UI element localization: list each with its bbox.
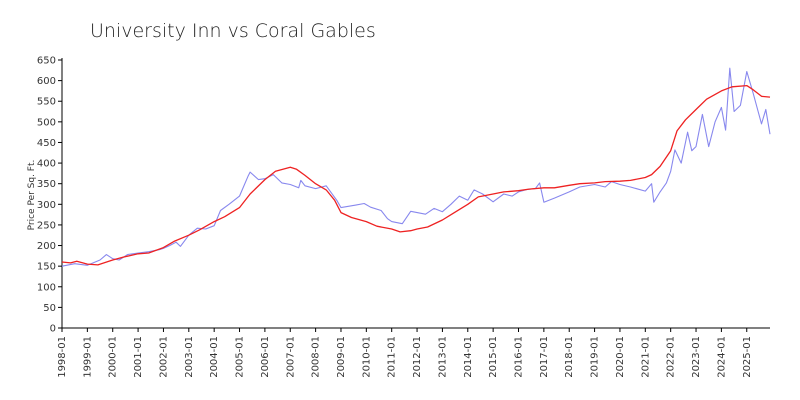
x-axis: 1998-01 1999-01 2000-01 2001-01 2002-01 2003-… <box>57 327 770 378</box>
y-tick-label: 150 <box>37 262 56 273</box>
x-tick-label: 2024-01 <box>716 336 727 378</box>
x-tick-label: 2023-01 <box>691 336 702 378</box>
x-tick-label: 2004-01 <box>209 336 220 378</box>
x-tick-label: 2000-01 <box>108 336 119 378</box>
y-tick-label: 250 <box>37 220 56 231</box>
y-tick-label: 650 <box>37 56 56 67</box>
x-tick-label: 2017-01 <box>539 336 550 378</box>
x-tick-label: 2001-01 <box>133 336 144 378</box>
y-tick-label: 350 <box>37 179 56 190</box>
series-group <box>61 67 771 267</box>
y-tick-label: 0 <box>50 324 56 335</box>
x-tick-label: 1999-01 <box>82 336 93 378</box>
y-tick-label: 50 <box>43 303 56 314</box>
x-tick-label: 2012-01 <box>412 336 423 378</box>
x-tick-label: 2019-01 <box>590 336 601 378</box>
x-tick-label: 2016-01 <box>514 336 525 378</box>
x-tick-label: 2025-01 <box>742 336 753 378</box>
chart-title: University Inn vs Coral Gables <box>90 20 376 42</box>
y-tick-label: 400 <box>37 159 56 170</box>
y-tick-label: 100 <box>37 282 56 293</box>
x-tick-label: 2010-01 <box>361 336 372 378</box>
y-tick-label: 500 <box>37 117 56 128</box>
x-tick-label: 2020-01 <box>615 336 626 378</box>
x-tick-label: 2011-01 <box>387 336 398 378</box>
series-line-2 <box>61 84 771 266</box>
y-tick-label: 450 <box>37 138 56 149</box>
y-axis: 0 50 100 150 200 250 300 350 400 450 500 550 600 650 <box>37 56 63 335</box>
x-tick-label: 2003-01 <box>184 336 195 378</box>
x-tick-label: 2013-01 <box>437 336 448 378</box>
y-tick-label: 300 <box>37 200 56 211</box>
y-tick-label: 200 <box>37 241 56 252</box>
x-tick-label: 2007-01 <box>285 336 296 378</box>
x-tick-label: 2018-01 <box>564 336 575 378</box>
x-tick-label: 2015-01 <box>488 336 499 378</box>
x-tick-label: 2005-01 <box>235 336 246 378</box>
x-tick-label: 2009-01 <box>336 336 347 378</box>
y-axis-label: Price Per Sq. Ft. <box>27 160 37 231</box>
x-tick-label: 2014-01 <box>463 336 474 378</box>
x-tick-label: 2008-01 <box>311 336 322 378</box>
x-tick-label: 2002-01 <box>158 336 169 378</box>
y-tick-label: 550 <box>37 97 56 108</box>
x-tick-label: 1998-01 <box>57 336 68 378</box>
x-tick-label: 2006-01 <box>260 336 271 378</box>
x-tick-label: 2021-01 <box>640 336 651 378</box>
y-tick-label: 600 <box>37 76 56 87</box>
series-line-1 <box>61 67 771 267</box>
x-tick-label: 2022-01 <box>666 336 677 378</box>
